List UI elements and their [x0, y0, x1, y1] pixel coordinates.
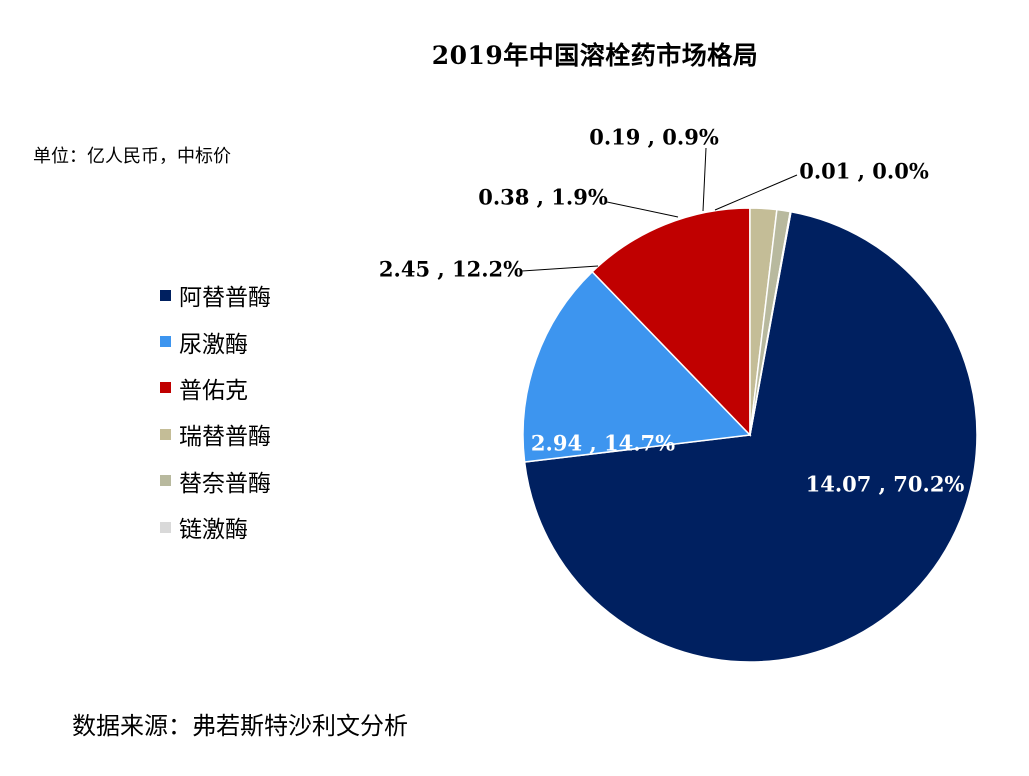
data-label-5: 0.01 , 0.0% — [799, 159, 929, 184]
legend-item-0: 阿替普酶 — [160, 272, 271, 318]
source-note: 数据来源：弗若斯特沙利文分析 — [72, 712, 408, 740]
pie-slice-0 — [523, 210, 978, 663]
legend-swatch — [160, 289, 171, 301]
legend-label: 链激酶 — [179, 517, 248, 544]
legend: 阿替普酶尿激酶普佑克瑞替普酶替奈普酶链激酶 — [160, 272, 271, 550]
data-label-1: 2.94 , 14.7% — [531, 431, 675, 456]
legend-item-1: 尿激酶 — [160, 318, 271, 364]
legend-label: 尿激酶 — [179, 331, 248, 358]
legend-item-4: 替奈普酶 — [160, 458, 271, 504]
pie-slice-1 — [522, 270, 752, 463]
data-label-2: 2.45 , 12.2% — [379, 257, 523, 282]
legend-label: 替奈普酶 — [179, 470, 271, 497]
legend-item-3: 瑞替普酶 — [160, 411, 271, 457]
legend-label: 普佑克 — [179, 377, 248, 404]
legend-swatch — [160, 382, 171, 394]
legend-item-5: 链激酶 — [160, 504, 271, 550]
pie-slice-5 — [749, 210, 792, 436]
legend-swatch — [160, 475, 171, 487]
leader-line-2 — [521, 265, 599, 272]
legend-label: 阿替普酶 — [179, 285, 271, 312]
legend-swatch — [160, 428, 171, 440]
legend-swatch — [160, 336, 171, 348]
unit-note: 单位：亿人民币，中标价 — [33, 146, 231, 167]
data-label-3: 0.38 , 1.9% — [478, 185, 608, 210]
legend-swatch — [160, 521, 171, 533]
leader-line-3 — [606, 201, 679, 218]
legend-label: 瑞替普酶 — [179, 424, 271, 451]
data-label-4: 0.19 , 0.9% — [589, 125, 719, 150]
pie-slice-2 — [591, 207, 751, 437]
leader-line-4 — [702, 147, 707, 212]
legend-item-2: 普佑克 — [160, 365, 271, 411]
chart-title: 2019年中国溶栓药市场格局 — [431, 41, 759, 70]
data-label-0: 14.07 , 70.2% — [806, 472, 965, 497]
leader-line-5 — [714, 174, 798, 211]
